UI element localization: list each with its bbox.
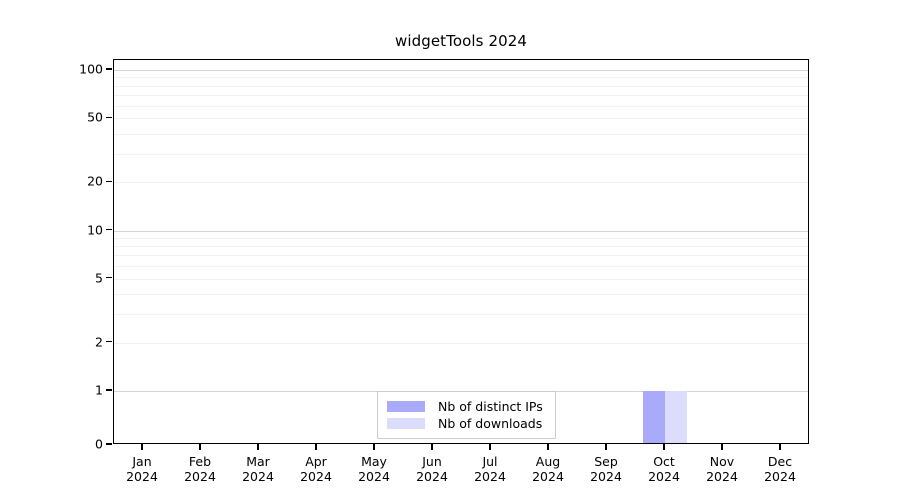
x-axis-tick-label: Jul 2024	[445, 454, 535, 484]
x-tick-month: Jan	[132, 454, 152, 469]
x-axis-tick-mark	[721, 444, 723, 450]
y-axis-tick-mark	[106, 389, 112, 391]
x-tick-month: Oct	[653, 454, 675, 469]
x-axis-tick-label: Sep 2024	[561, 454, 651, 484]
x-tick-month: Dec	[767, 454, 793, 469]
x-axis-tick-label: May 2024	[329, 454, 419, 484]
gridline	[114, 105, 808, 107]
x-tick-year: 2024	[358, 469, 390, 484]
gridline	[114, 237, 808, 239]
bar	[643, 391, 665, 443]
x-axis-tick-label: Feb 2024	[155, 454, 245, 484]
x-tick-month: Mar	[246, 454, 270, 469]
y-axis-tick-label: 10	[87, 222, 103, 237]
y-axis-tick-label: 100	[79, 61, 103, 77]
x-axis-tick-mark	[779, 444, 781, 450]
gridline	[114, 230, 808, 232]
x-tick-year: 2024	[126, 469, 158, 484]
y-axis-tick-label: 50	[87, 109, 103, 125]
gridline	[114, 70, 808, 71]
x-axis-tick-mark	[257, 444, 259, 450]
legend-label-distinct-ips: Nb of distinct IPs	[438, 399, 543, 414]
y-axis-tick-label: 5	[95, 270, 103, 286]
y-axis-tick-mark	[106, 341, 112, 343]
gridline	[114, 118, 808, 120]
x-axis-tick-label: Apr 2024	[271, 454, 361, 484]
gridline	[114, 153, 808, 155]
gridline	[114, 246, 808, 248]
gridline	[114, 278, 808, 280]
x-axis-tick-label: Nov 2024	[677, 454, 767, 484]
x-axis-tick-mark	[431, 444, 433, 450]
gridline	[114, 294, 808, 296]
gridline	[114, 255, 808, 257]
y-axis-tick-label: 20	[87, 173, 103, 189]
y-axis-tick-mark	[106, 180, 112, 182]
legend-item[interactable]: Nb of downloads	[387, 415, 546, 432]
x-tick-month: Jun	[422, 454, 442, 469]
legend-swatch-distinct-ips	[387, 401, 425, 412]
y-axis-tick-mark	[106, 443, 112, 445]
x-tick-year: 2024	[648, 469, 680, 484]
x-axis-tick-mark	[373, 444, 375, 450]
x-axis-tick-label: Aug 2024	[503, 454, 593, 484]
gridline	[114, 342, 808, 344]
x-axis-tick-mark	[547, 444, 549, 450]
plot-area	[113, 59, 809, 444]
x-axis-tick-mark	[489, 444, 491, 450]
gridline	[114, 85, 808, 87]
x-tick-month: Feb	[188, 454, 212, 469]
gridline	[114, 77, 808, 79]
legend-swatch-downloads	[387, 418, 425, 429]
x-axis-tick-label: Jun 2024	[387, 454, 477, 484]
x-tick-year: 2024	[764, 469, 796, 484]
gridline	[114, 133, 808, 135]
x-axis-tick-mark	[315, 444, 317, 450]
x-axis-tick-label: Mar 2024	[213, 454, 303, 484]
x-axis-tick-mark	[141, 444, 143, 450]
gridline	[114, 266, 808, 268]
gridline	[114, 182, 808, 184]
y-axis-tick-mark	[106, 228, 112, 231]
x-tick-year: 2024	[242, 469, 274, 484]
x-tick-month: Sep	[594, 454, 618, 469]
legend-item[interactable]: Nb of distinct IPs	[387, 398, 546, 415]
x-tick-month: Apr	[305, 454, 327, 469]
x-axis-tick-mark	[663, 444, 665, 450]
gridline	[114, 314, 808, 316]
x-tick-year: 2024	[532, 469, 564, 484]
legend-label-downloads: Nb of downloads	[438, 416, 543, 431]
x-tick-month: May	[361, 454, 387, 469]
chart-title: widgetTools 2024	[394, 32, 528, 50]
y-axis-tick-label: 1	[95, 382, 103, 398]
y-axis-tick-mark	[106, 277, 112, 279]
x-tick-year: 2024	[300, 469, 332, 484]
x-tick-month: Jul	[482, 454, 498, 469]
x-tick-year: 2024	[184, 469, 216, 484]
chart-legend: Nb of distinct IPs Nb of downloads	[377, 391, 556, 439]
x-axis-tick-mark	[605, 444, 607, 450]
x-axis-tick-label: Dec 2024	[735, 454, 825, 484]
y-axis-tick-mark	[106, 116, 112, 118]
x-tick-month: Nov	[709, 454, 735, 469]
x-tick-year: 2024	[416, 469, 448, 484]
y-axis-tick-labels: 0 1 2 5 10 20 50 100	[0, 0, 103, 500]
gridline	[114, 94, 808, 96]
x-tick-year: 2024	[474, 469, 506, 484]
x-axis-tick-label: Jan 2024	[97, 454, 187, 484]
x-tick-year: 2024	[706, 469, 738, 484]
x-tick-month: Aug	[535, 454, 561, 469]
x-tick-year: 2024	[590, 469, 622, 484]
y-axis-tick-label: 0	[95, 436, 103, 452]
x-axis-tick-label: Oct 2024	[619, 454, 709, 484]
bar	[665, 391, 687, 443]
y-axis-tick-label: 2	[95, 334, 103, 350]
x-axis-tick-mark	[199, 444, 201, 450]
y-axis-tick-mark	[106, 68, 112, 70]
